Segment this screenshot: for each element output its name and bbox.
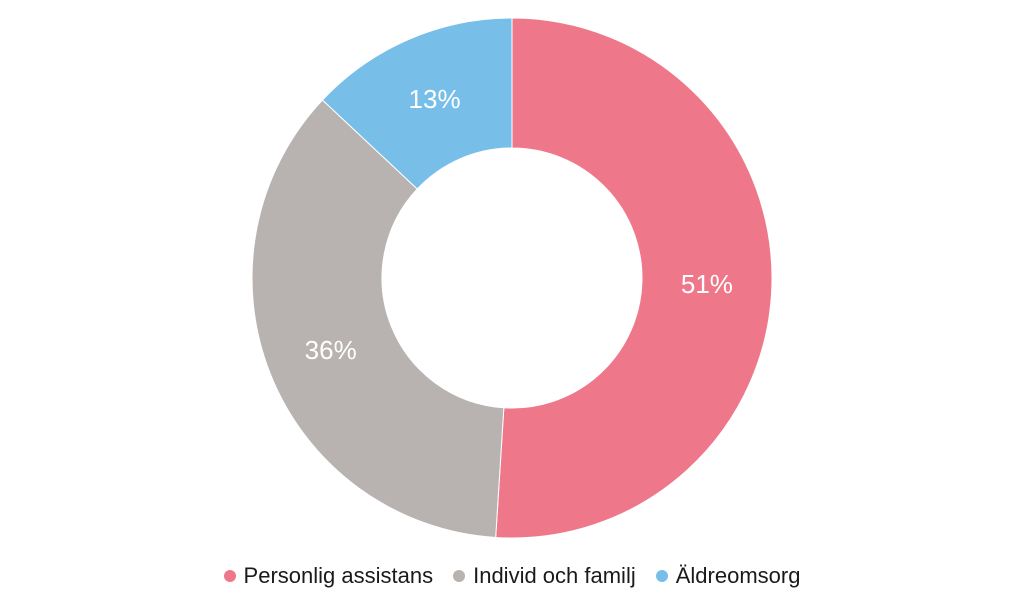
legend-label-individ-och-familj: Individ och familj — [473, 563, 636, 588]
slice-personlig-assistans — [495, 17, 773, 539]
legend-item-aldreomsorg: Äldreomsorg — [655, 563, 801, 589]
slice-aldreomsorg — [321, 17, 513, 190]
legend-marker-personlig-assistans — [223, 570, 236, 582]
data-label-aldreomsorg: 13% — [409, 84, 461, 114]
data-label-personlig-assistans: 51% — [681, 269, 733, 299]
donut-slices — [251, 17, 773, 539]
slice-individ-och-familj — [251, 99, 505, 539]
legend-label-personlig-assistans: Personlig assistans — [243, 563, 434, 588]
donut-chart: 51% 36% 13% — [251, 17, 773, 539]
legend-item-individ-och-familj: Individ och familj — [453, 563, 636, 589]
chart-legend: Personlig assistans Individ och familj Ä… — [0, 556, 1024, 596]
donut-labels: 51% 36% 13% — [305, 84, 733, 365]
data-label-individ-och-familj: 36% — [305, 335, 357, 365]
legend-marker-individ-och-familj — [453, 570, 466, 582]
legend-item-personlig-assistans: Personlig assistans — [223, 563, 434, 589]
legend-label-aldreomsorg: Äldreomsorg — [675, 563, 801, 588]
legend-marker-aldreomsorg — [655, 570, 668, 582]
